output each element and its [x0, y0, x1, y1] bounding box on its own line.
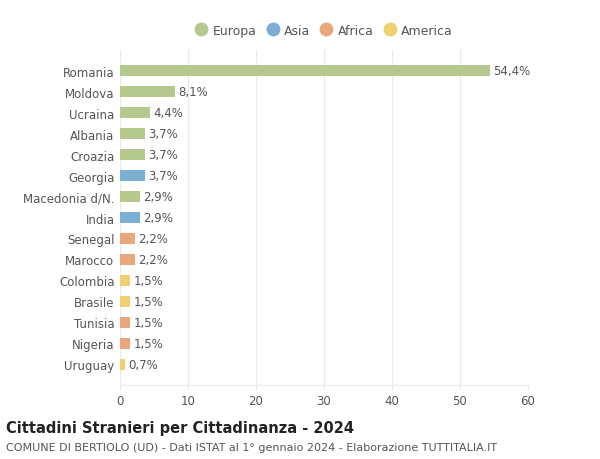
- Text: 1,5%: 1,5%: [134, 274, 163, 287]
- Bar: [120, 317, 130, 329]
- Bar: [120, 87, 175, 98]
- Text: 1,5%: 1,5%: [134, 316, 163, 329]
- Bar: [120, 66, 490, 77]
- Bar: [120, 170, 145, 182]
- Text: Cittadini Stranieri per Cittadinanza - 2024: Cittadini Stranieri per Cittadinanza - 2…: [6, 420, 354, 435]
- Text: COMUNE DI BERTIOLO (UD) - Dati ISTAT al 1° gennaio 2024 - Elaborazione TUTTITALI: COMUNE DI BERTIOLO (UD) - Dati ISTAT al …: [6, 442, 497, 452]
- Text: 1,5%: 1,5%: [134, 295, 163, 308]
- Text: 2,2%: 2,2%: [139, 253, 168, 266]
- Bar: [120, 359, 125, 370]
- Text: 3,7%: 3,7%: [149, 170, 178, 183]
- Text: 54,4%: 54,4%: [493, 65, 530, 78]
- Bar: [120, 296, 130, 308]
- Bar: [120, 233, 135, 245]
- Text: 2,2%: 2,2%: [139, 232, 168, 246]
- Text: 0,7%: 0,7%: [128, 358, 158, 371]
- Bar: [120, 212, 140, 224]
- Text: 2,9%: 2,9%: [143, 212, 173, 224]
- Bar: [120, 107, 150, 119]
- Legend: Europa, Asia, Africa, America: Europa, Asia, Africa, America: [190, 20, 458, 43]
- Text: 3,7%: 3,7%: [149, 128, 178, 141]
- Bar: [120, 254, 135, 266]
- Text: 4,4%: 4,4%: [154, 107, 183, 120]
- Bar: [120, 191, 140, 203]
- Text: 1,5%: 1,5%: [134, 337, 163, 350]
- Bar: [120, 129, 145, 140]
- Bar: [120, 275, 130, 286]
- Bar: [120, 338, 130, 349]
- Text: 2,9%: 2,9%: [143, 190, 173, 204]
- Bar: [120, 150, 145, 161]
- Text: 8,1%: 8,1%: [178, 86, 208, 99]
- Text: 3,7%: 3,7%: [149, 149, 178, 162]
